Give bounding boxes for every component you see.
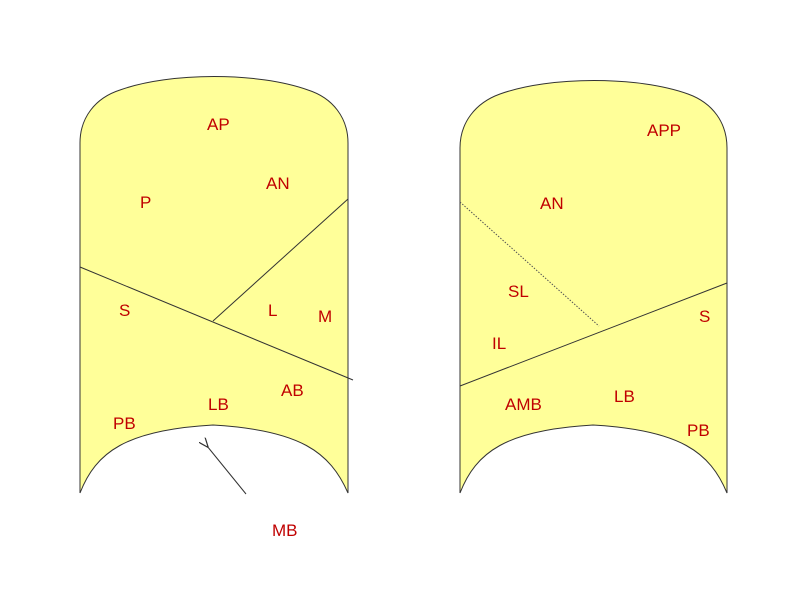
- left-divider-main: [79, 266, 354, 381]
- label-s-right: S: [699, 307, 710, 326]
- label-lb-right: LB: [614, 387, 635, 406]
- mb-pointer-arrow: [207, 446, 247, 495]
- right-divider-main: [459, 282, 728, 387]
- left-diagram: AP AN P S L M AB LB PB MB: [79, 76, 354, 540]
- label-l: L: [268, 301, 277, 320]
- label-an: AN: [266, 174, 290, 193]
- label-ap: AP: [207, 115, 230, 134]
- label-amb: AMB: [505, 395, 542, 414]
- label-mb: MB: [272, 521, 298, 540]
- label-an-right: AN: [540, 194, 564, 213]
- right-shape: [459, 80, 728, 494]
- label-pb: PB: [113, 414, 136, 433]
- label-ab: AB: [281, 381, 304, 400]
- label-app: APP: [647, 121, 681, 140]
- label-lb: LB: [208, 395, 229, 414]
- label-m: M: [318, 307, 332, 326]
- left-shape: [79, 76, 349, 494]
- label-p: P: [140, 193, 151, 212]
- label-sl: SL: [508, 282, 529, 301]
- label-il: IL: [492, 334, 506, 353]
- right-diagram: APP AN SL IL S AMB LB PB: [459, 80, 728, 494]
- right-divider-dotted: [459, 201, 600, 327]
- label-pb-right: PB: [687, 421, 710, 440]
- label-s: S: [119, 301, 130, 320]
- left-divider-branch: [212, 198, 349, 322]
